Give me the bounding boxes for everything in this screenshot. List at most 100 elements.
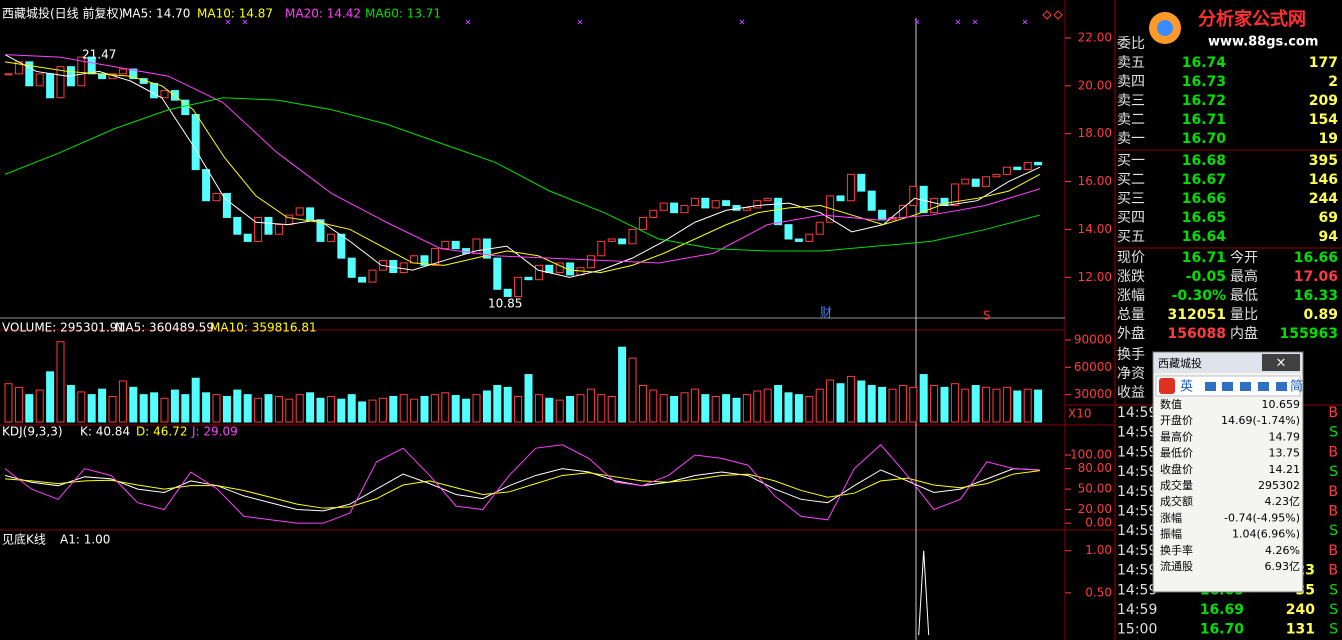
- event-cross: [914, 19, 920, 25]
- volume-bar: [545, 397, 554, 423]
- ma-line: [4, 54, 1041, 278]
- candle: [930, 197, 939, 214]
- popup-close[interactable]: [1262, 354, 1300, 371]
- popup-row-value: 295302: [1258, 479, 1300, 492]
- volume-bar: [690, 388, 699, 423]
- tick-volume: 131: [1286, 622, 1315, 638]
- tick-side: B: [1328, 484, 1338, 500]
- book-volume: 2: [1328, 74, 1338, 90]
- candle: [722, 200, 731, 206]
- candle: [56, 66, 65, 99]
- tick-time: 15:00: [1117, 622, 1157, 638]
- book-volume: 244: [1309, 191, 1338, 207]
- book-label: 卖三: [1117, 93, 1145, 109]
- event-mark: S: [983, 309, 991, 323]
- volume-bar: [98, 388, 107, 423]
- event-cross: [955, 19, 961, 25]
- book-price: 16.64: [1182, 229, 1227, 245]
- candle: [118, 68, 127, 75]
- tick-time: 14:59: [1117, 444, 1157, 460]
- book-volume: 94: [1319, 229, 1339, 245]
- tick-side: S: [1329, 464, 1338, 480]
- volume-bar: [274, 395, 283, 423]
- stat-value: 16.33: [1294, 288, 1338, 304]
- candle: [857, 173, 866, 192]
- candle: [430, 248, 439, 266]
- volume-bar: [774, 385, 783, 423]
- volume-bar: [264, 394, 273, 423]
- stat-value: 312051: [1168, 307, 1226, 323]
- tick-side: S: [1329, 602, 1338, 618]
- tick-price: 16.70: [1200, 622, 1245, 638]
- candle: [1023, 161, 1032, 171]
- volume-bar: [482, 390, 491, 423]
- ma-label: MA60: 13.71: [365, 7, 441, 21]
- y-tick-label: 20.00: [1078, 502, 1112, 516]
- volume-bar: [846, 375, 855, 423]
- candle: [514, 276, 523, 297]
- ime-icon[interactable]: [1240, 382, 1251, 391]
- low-annotation: 10.85: [488, 297, 522, 311]
- volume-bar: [867, 385, 876, 423]
- volume-bar: [992, 388, 1001, 423]
- candle: [524, 276, 533, 281]
- volume-bar: [711, 395, 720, 423]
- stat-value: 16.66: [1294, 250, 1338, 266]
- popup-row-label: 涨幅: [1160, 511, 1182, 524]
- signal-spike: [918, 550, 930, 636]
- candle: [285, 214, 294, 226]
- popup-row-label: 收盘价: [1160, 462, 1193, 476]
- y-tick-label: 16.00: [1078, 174, 1112, 188]
- stat-label: 外盘: [1117, 325, 1145, 342]
- volume-bar: [1013, 390, 1022, 423]
- ime-icon[interactable]: [1222, 382, 1233, 391]
- volume-bar: [160, 397, 169, 423]
- book-label: 买五: [1117, 229, 1145, 245]
- candle: [368, 269, 377, 283]
- ime-mode[interactable]: 英: [1180, 380, 1193, 395]
- volume-bar: [982, 386, 991, 423]
- candle: [774, 197, 783, 226]
- candle: [898, 204, 907, 218]
- popup-row-value: 6.93亿: [1265, 560, 1301, 573]
- candle: [794, 238, 803, 242]
- kdj-label: J: 29.09: [191, 425, 238, 439]
- y-tick-label: 14.00: [1078, 222, 1112, 236]
- volume-bar: [566, 395, 575, 423]
- popup-row-label: 最高价: [1160, 429, 1193, 443]
- ime-mode[interactable]: 简: [1290, 379, 1303, 395]
- volume-bar: [87, 394, 96, 423]
- ime-icon[interactable]: [1276, 382, 1287, 391]
- logo-url: www.88gs.com: [1208, 35, 1318, 50]
- volume-bar: [503, 386, 512, 423]
- tick-time: 14:59: [1117, 405, 1157, 421]
- y-tick-label: 50.00: [1078, 482, 1112, 496]
- volume-bar: [420, 395, 429, 423]
- ma-line: [4, 97, 1041, 252]
- stat-value: 156088: [1168, 326, 1226, 342]
- volume-bar: [56, 341, 65, 423]
- volume-bar: [805, 395, 814, 423]
- ime-icon[interactable]: [1258, 382, 1269, 391]
- popup-close-label[interactable]: ×: [1276, 356, 1287, 371]
- ma-label: MA10: 14.87: [197, 7, 273, 21]
- stat-label: 最高: [1230, 268, 1258, 285]
- y-tick-label: 1.00: [1085, 543, 1112, 557]
- y-tick-label: 0.50: [1085, 585, 1112, 599]
- volume-bar: [358, 401, 367, 423]
- ime-icon[interactable]: [1205, 382, 1216, 391]
- tick-time: 14:59: [1117, 602, 1157, 618]
- popup-row-value: 14.79: [1269, 430, 1301, 443]
- candle: [150, 82, 159, 99]
- book-label: 卖二: [1117, 112, 1145, 128]
- volume-bar: [243, 394, 252, 423]
- volume-bar: [971, 385, 980, 423]
- tick-price: 16.69: [1200, 602, 1244, 618]
- candle: [742, 207, 751, 211]
- volume-bar: [493, 385, 502, 423]
- volume-bar: [441, 392, 450, 423]
- volume-bar: [659, 394, 668, 423]
- candle: [399, 262, 408, 274]
- candle: [628, 228, 637, 245]
- candle: [222, 193, 231, 218]
